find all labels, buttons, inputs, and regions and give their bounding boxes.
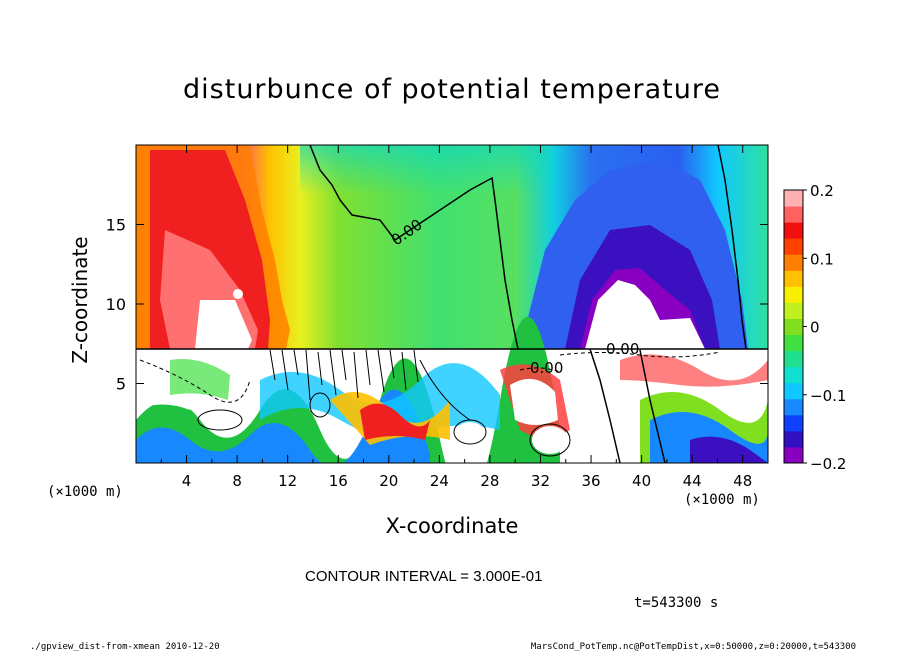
x-tick-label: 24	[430, 472, 449, 490]
heatmap-field	[136, 145, 768, 463]
colorbar-swatch	[784, 430, 803, 448]
colorbar-swatch	[784, 398, 803, 416]
colorbar-swatch	[784, 270, 803, 287]
colorbar-swatch	[784, 382, 803, 400]
footer-source-label: MarsCond_PotTemp.nc@PotTempDist,x=0:5000…	[530, 642, 856, 652]
colorbar-tick-label: 0.2	[810, 182, 834, 200]
x-tick-label: 12	[278, 472, 297, 490]
x-tick-label: 8	[232, 472, 242, 490]
x-tick-label: 32	[531, 472, 550, 490]
colorbar-swatch	[784, 254, 803, 271]
y-axis-ticks: 5 10 15	[106, 216, 768, 394]
x-tick-label: 36	[581, 472, 600, 490]
colorbar-tick-label: 0.1	[810, 250, 834, 268]
x-unit-label-left: (×1000 m)	[47, 484, 123, 500]
colorbar-swatch	[784, 446, 803, 464]
x-tick-label: 48	[733, 472, 752, 490]
contour-label: 0.00	[530, 359, 563, 377]
x-unit-label-right: (×1000 m)	[684, 492, 760, 508]
colorbar-swatch	[784, 190, 803, 207]
colorbar-swatch	[784, 206, 803, 223]
colorbar: 0.2 0.1 0 −0.1 −0.2	[783, 182, 846, 473]
x-axis-label: X-coordinate	[385, 514, 519, 538]
contour-label: 0.00	[606, 340, 639, 358]
y-tick-label: 5	[116, 375, 126, 394]
colorbar-swatch	[784, 334, 803, 352]
colorbar-tick-label: −0.1	[810, 387, 846, 405]
x-tick-label: 44	[683, 472, 702, 490]
x-tick-label: 4	[182, 472, 192, 490]
colorbar-swatch	[784, 350, 803, 368]
colorbar-swatch	[784, 238, 803, 255]
x-tick-label: 40	[632, 472, 651, 490]
colorbar-swatch	[784, 414, 803, 432]
colorbar-swatch	[784, 286, 803, 303]
x-tick-label: 28	[480, 472, 499, 490]
x-tick-label: 16	[329, 472, 348, 490]
colorbar-swatch	[784, 302, 803, 319]
x-tick-label: 20	[379, 472, 398, 490]
footer-script-label: ./gpview_dist-from-xmean 2010-12-20	[30, 642, 220, 652]
colorbar-tick-label: −0.2	[810, 455, 846, 473]
colorbar-tick-label: 0	[810, 319, 820, 337]
colorbar-swatch	[784, 318, 803, 336]
y-tick-label: 10	[106, 295, 126, 314]
colorbar-swatch	[784, 366, 803, 384]
y-tick-label: 15	[106, 216, 126, 235]
chart-title: disturbunce of potential temperature	[183, 74, 721, 105]
contour-interval-label: CONTOUR INTERVAL = 3.000E-01	[305, 568, 543, 585]
colorbar-swatch	[784, 222, 803, 239]
x-axis-ticks: 4 8 12 16 20 24 28 32 36 40 44 48	[160, 145, 752, 490]
time-label: t=543300 s	[634, 595, 719, 611]
